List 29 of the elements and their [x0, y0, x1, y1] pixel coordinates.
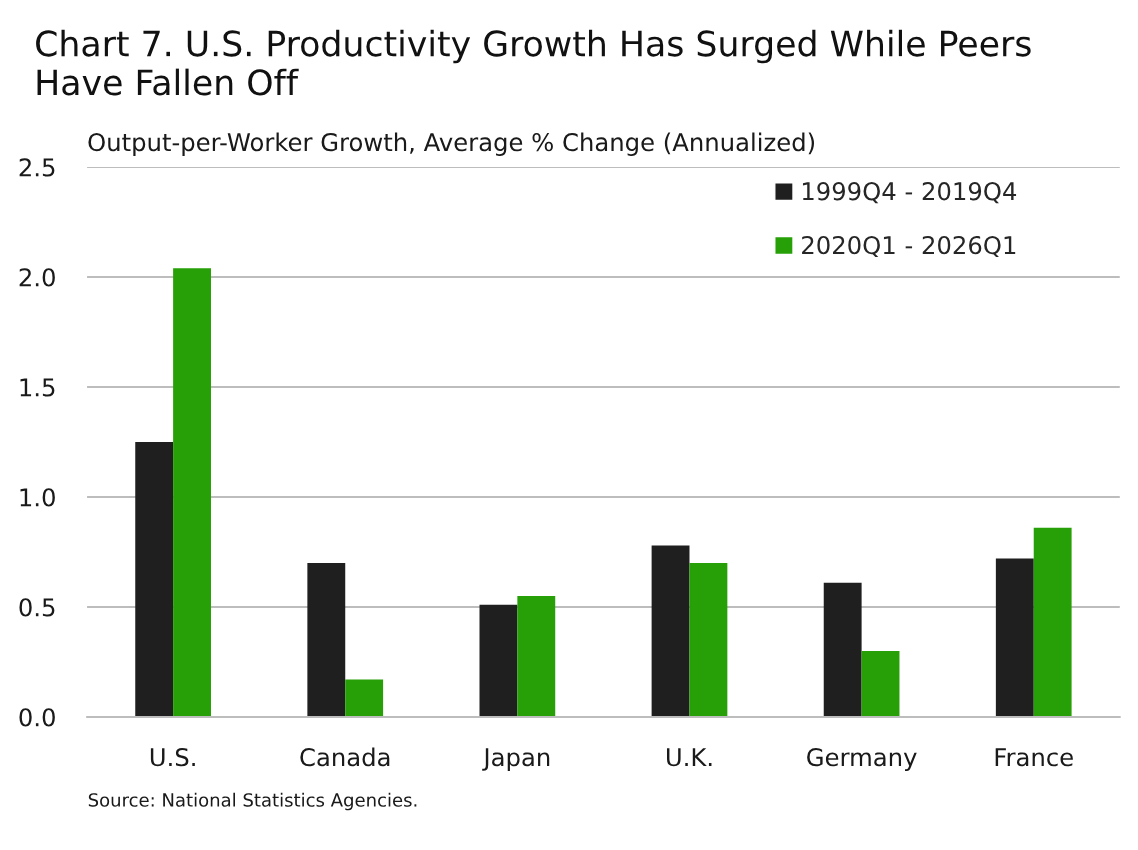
bar: [307, 562, 346, 717]
bar: [345, 679, 384, 717]
bar: [823, 582, 862, 717]
legend-label: 1999Q4 - 2019Q4: [802, 182, 1017, 204]
bar: [689, 562, 728, 717]
bar: [479, 604, 518, 717]
x-tick-label: Canada: [300, 747, 390, 767]
bar: [995, 558, 1034, 717]
x-tick-label: Japan: [482, 748, 550, 772]
y-tick-label: 0.0: [19, 708, 55, 727]
x-tick-label: U.K.: [667, 748, 712, 767]
source-note: Source: National Statistics Agencies.: [88, 792, 417, 811]
bar: [1033, 527, 1072, 717]
y-tick-label: 2.0: [19, 268, 55, 287]
legend-label: 2020Q1 - 2026Q1: [802, 235, 1016, 258]
y-axis-title: Output-per-Worker Growth, Average % Change (Annualized): [88, 132, 815, 157]
y-tick-label: 2.5: [19, 158, 55, 177]
bar: [173, 268, 211, 717]
x-tick-label: France: [995, 748, 1073, 767]
x-tick-label: Germany: [807, 747, 917, 772]
y-tick-label: 0.5: [19, 598, 55, 617]
x-tick-label: U.S.: [150, 747, 195, 767]
y-tick-label: 1.5: [20, 378, 55, 397]
chart-title: Chart 7. U.S. Productivity Growth Has Surged While Peers Have Fallen Off: [36, 29, 1031, 96]
bar: [517, 595, 556, 717]
y-tick-label: 1.0: [20, 488, 55, 507]
bar: [861, 650, 900, 717]
bar: [135, 442, 174, 717]
bar: [651, 545, 690, 717]
